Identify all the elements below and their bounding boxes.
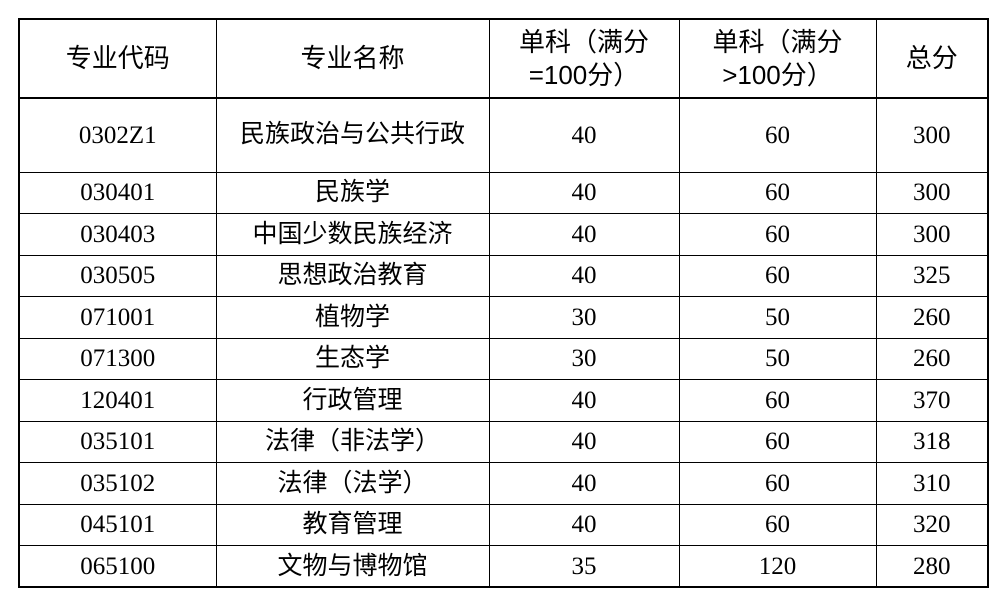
- cell-code: 030403: [18, 213, 217, 256]
- cell-single-gt100: 50: [678, 296, 877, 339]
- cell-name: 法律（法学）: [215, 462, 490, 505]
- cell-code: 035102: [18, 462, 217, 505]
- cell-name: 民族政治与公共行政: [215, 97, 490, 173]
- cell-single-gt100: 60: [678, 97, 877, 173]
- cell-single-gt100: 60: [678, 254, 877, 297]
- header-text: 单科（满分=100分）: [518, 26, 649, 90]
- cell-single-gt100: 60: [678, 379, 877, 422]
- cell-single-100: 40: [488, 503, 680, 546]
- cell-code: 030401: [18, 171, 217, 214]
- cell-single-100: 40: [488, 254, 680, 297]
- cell-name: 中国少数民族经济: [215, 213, 490, 256]
- cell-single-100: 30: [488, 337, 680, 380]
- cell-total: 300: [875, 97, 989, 173]
- cell-name: 教育管理: [215, 503, 490, 546]
- table-row: 120401 行政管理 40 60 370: [18, 379, 989, 422]
- table-row: 071300 生态学 30 50 260: [18, 337, 989, 380]
- cell-code: 065100: [18, 545, 217, 588]
- cell-total: 325: [875, 254, 989, 297]
- header-name: 专业名称: [215, 18, 490, 99]
- header-code: 专业代码: [18, 18, 217, 99]
- cell-total: 300: [875, 213, 989, 256]
- cell-code: 071001: [18, 296, 217, 339]
- cell-single-100: 30: [488, 296, 680, 339]
- cell-single-100: 40: [488, 171, 680, 214]
- cell-code: 120401: [18, 379, 217, 422]
- cell-single-100: 40: [488, 213, 680, 256]
- cell-total: 370: [875, 379, 989, 422]
- cell-name: 思想政治教育: [215, 254, 490, 297]
- cell-code: 0302Z1: [18, 97, 217, 173]
- cell-name: 民族学: [215, 171, 490, 214]
- table-row: 030401 民族学 40 60 300: [18, 171, 989, 214]
- table-row: 030505 思想政治教育 40 60 325: [18, 254, 989, 297]
- cell-name: 行政管理: [215, 379, 490, 422]
- cell-single-gt100: 50: [678, 337, 877, 380]
- table-row: 045101 教育管理 40 60 320: [18, 503, 989, 546]
- header-row: 专业代码 专业名称 单科（满分=100分） 单科（满分>100分） 总分: [18, 18, 989, 99]
- table-row: 035101 法律（非法学） 40 60 318: [18, 420, 989, 463]
- cell-total: 260: [875, 296, 989, 339]
- cell-code: 030505: [18, 254, 217, 297]
- cell-total: 300: [875, 171, 989, 214]
- cell-single-gt100: 60: [678, 503, 877, 546]
- table-row: 035102 法律（法学） 40 60 310: [18, 462, 989, 505]
- cell-single-100: 40: [488, 379, 680, 422]
- table-row: 071001 植物学 30 50 260: [18, 296, 989, 339]
- cell-code: 035101: [18, 420, 217, 463]
- header-total: 总分: [875, 18, 989, 99]
- cell-name: 文物与博物馆: [215, 545, 490, 588]
- cell-single-gt100: 120: [678, 545, 877, 588]
- cell-total: 318: [875, 420, 989, 463]
- table-row: 065100 文物与博物馆 35 120 280: [18, 545, 989, 588]
- header-text: 总分: [905, 43, 958, 73]
- score-table: 专业代码 专业名称 单科（满分=100分） 单科（满分>100分） 总分 030…: [18, 18, 989, 588]
- cell-total: 280: [875, 545, 989, 588]
- cell-single-100: 40: [488, 462, 680, 505]
- cell-total: 320: [875, 503, 989, 546]
- cell-name: 植物学: [215, 296, 490, 339]
- cell-name: 法律（非法学）: [215, 420, 490, 463]
- cell-single-gt100: 60: [678, 213, 877, 256]
- cell-code: 071300: [18, 337, 217, 380]
- header-single-100: 单科（满分=100分）: [488, 18, 680, 99]
- header-text: 专业代码: [65, 43, 170, 73]
- cell-single-gt100: 60: [678, 420, 877, 463]
- cell-single-100: 35: [488, 545, 680, 588]
- cell-single-100: 40: [488, 97, 680, 173]
- cell-single-gt100: 60: [678, 462, 877, 505]
- cell-total: 310: [875, 462, 989, 505]
- cell-total: 260: [875, 337, 989, 380]
- table-row: 0302Z1 民族政治与公共行政 40 60 300: [18, 97, 989, 173]
- table-row: 030403 中国少数民族经济 40 60 300: [18, 213, 989, 256]
- cell-single-gt100: 60: [678, 171, 877, 214]
- cell-single-100: 40: [488, 420, 680, 463]
- header-text: 单科（满分>100分）: [712, 26, 843, 90]
- cell-code: 045101: [18, 503, 217, 546]
- cell-name: 生态学: [215, 337, 490, 380]
- header-single-gt100: 单科（满分>100分）: [678, 18, 877, 99]
- header-text: 专业名称: [300, 43, 405, 73]
